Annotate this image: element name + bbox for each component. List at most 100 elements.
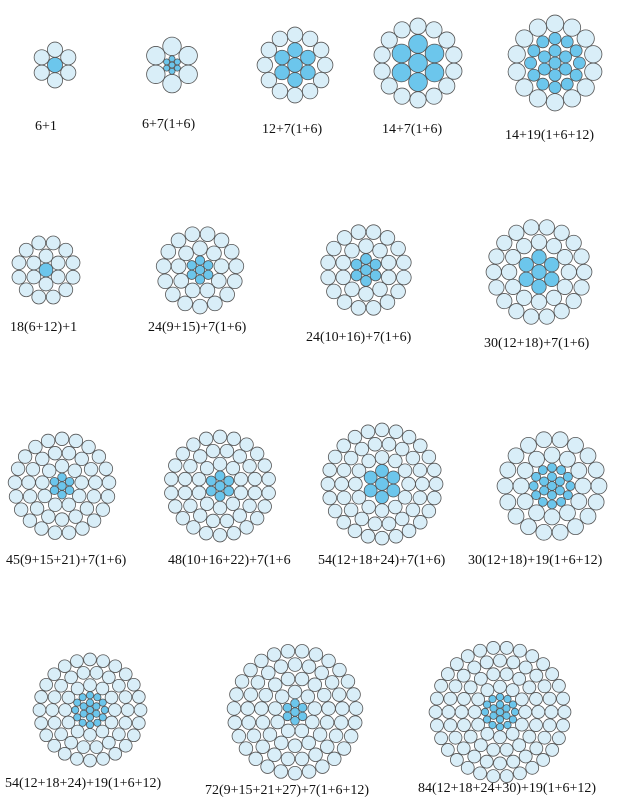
aluminum-wire — [47, 446, 63, 461]
aluminum-wire — [262, 727, 278, 742]
aluminum-wire — [501, 263, 518, 281]
aluminum-wire — [238, 741, 254, 756]
aluminum-wire — [427, 462, 442, 478]
aluminum-wire — [336, 741, 352, 756]
aluminum-wire — [258, 687, 273, 703]
aluminum-wire — [118, 716, 133, 730]
aluminum-wire — [573, 248, 590, 265]
aluminum-wire — [247, 471, 263, 487]
aluminum-wire — [390, 283, 406, 300]
steel-wire — [274, 64, 290, 81]
aluminum-wire — [177, 295, 193, 312]
aluminum-wire — [463, 680, 478, 695]
aluminum-wire — [95, 502, 111, 517]
aluminum-wire — [507, 62, 526, 81]
aluminum-wire — [336, 515, 351, 530]
aluminum-wire — [505, 278, 522, 295]
aluminum-wire — [225, 461, 241, 476]
aluminum-wire — [260, 41, 277, 59]
aluminum-wire — [434, 678, 448, 693]
aluminum-wire — [512, 738, 527, 753]
aluminum-wire — [199, 282, 216, 299]
steel-wire — [360, 253, 372, 265]
aluminum-wire — [530, 293, 548, 310]
conductor-cross-section — [373, 17, 463, 109]
aluminum-wire — [365, 224, 382, 240]
aluminum-wire — [361, 453, 376, 469]
aluminum-wire — [393, 21, 411, 39]
steel-wire — [488, 720, 497, 730]
aluminum-wire — [96, 654, 110, 668]
steel-wire — [223, 485, 235, 497]
aluminum-wire — [228, 258, 245, 274]
steel-wire — [78, 718, 87, 727]
aluminum-wire — [381, 437, 397, 452]
aluminum-wire — [108, 703, 122, 717]
aluminum-wire — [486, 742, 501, 757]
aluminum-wire — [307, 677, 323, 692]
item-label: 24(9+15)+7(1+6) — [148, 320, 247, 335]
aluminum-wire — [242, 498, 257, 513]
steel-wire — [408, 34, 428, 54]
steel-wire — [563, 490, 573, 501]
steel-wire — [369, 269, 382, 282]
steel-wire — [508, 700, 518, 709]
aluminum-wire — [58, 703, 72, 717]
steel-wire — [556, 465, 567, 475]
aluminum-wire — [193, 508, 208, 523]
aluminum-wire — [70, 654, 84, 668]
steel-wire — [386, 483, 401, 498]
aluminum-wire — [480, 683, 495, 698]
steel-wire — [214, 480, 226, 492]
aluminum-wire — [584, 45, 603, 64]
aluminum-wire — [54, 678, 68, 693]
aluminum-wire — [191, 485, 207, 500]
aluminum-wire — [227, 715, 242, 730]
aluminum-wire — [512, 477, 530, 495]
steel-wire — [173, 58, 181, 66]
steel-wire — [274, 49, 290, 66]
aluminum-wire — [334, 476, 349, 492]
aluminum-wire — [308, 647, 324, 662]
steel-wire — [360, 275, 372, 287]
aluminum-wire — [178, 64, 198, 84]
aluminum-wire — [350, 224, 367, 240]
aluminum-wire — [321, 653, 336, 669]
aluminum-wire — [248, 751, 263, 767]
aluminum-wire — [471, 717, 486, 732]
item-label: 14+19(1+6+12) — [505, 128, 595, 143]
aluminum-wire — [430, 691, 444, 706]
aluminum-wire — [26, 269, 42, 285]
aluminum-wire — [388, 453, 403, 469]
aluminum-wire — [39, 677, 53, 692]
aluminum-wire — [336, 230, 353, 246]
aluminum-wire — [556, 718, 570, 733]
aluminum-wire — [413, 515, 428, 530]
aluminum-wire — [528, 450, 545, 468]
aluminum-wire — [537, 679, 552, 694]
aluminum-wire — [448, 730, 463, 745]
steel-wire — [205, 475, 217, 487]
steel-wire — [375, 464, 389, 478]
aluminum-wire — [260, 71, 277, 89]
aluminum-wire — [467, 749, 482, 764]
steel-wire — [531, 264, 547, 280]
aluminum-wire — [354, 511, 370, 527]
conductor-cross-section — [33, 41, 77, 89]
aluminum-wire — [545, 14, 565, 33]
aluminum-wire — [75, 521, 90, 536]
aluminum-wire — [47, 667, 62, 682]
aluminum-wire — [10, 461, 26, 476]
aluminum-wire — [556, 691, 570, 706]
aluminum-wire — [314, 665, 329, 680]
aluminum-wire — [438, 31, 456, 49]
steel-wire — [363, 470, 378, 485]
aluminum-wire — [360, 424, 376, 439]
aluminum-wire — [183, 498, 198, 513]
aluminum-wire — [428, 476, 444, 492]
aluminum-wire — [562, 89, 582, 108]
steel-wire — [47, 57, 63, 73]
aluminum-wire — [42, 463, 57, 478]
aluminum-wire — [173, 273, 189, 289]
aluminum-wire — [441, 705, 456, 719]
